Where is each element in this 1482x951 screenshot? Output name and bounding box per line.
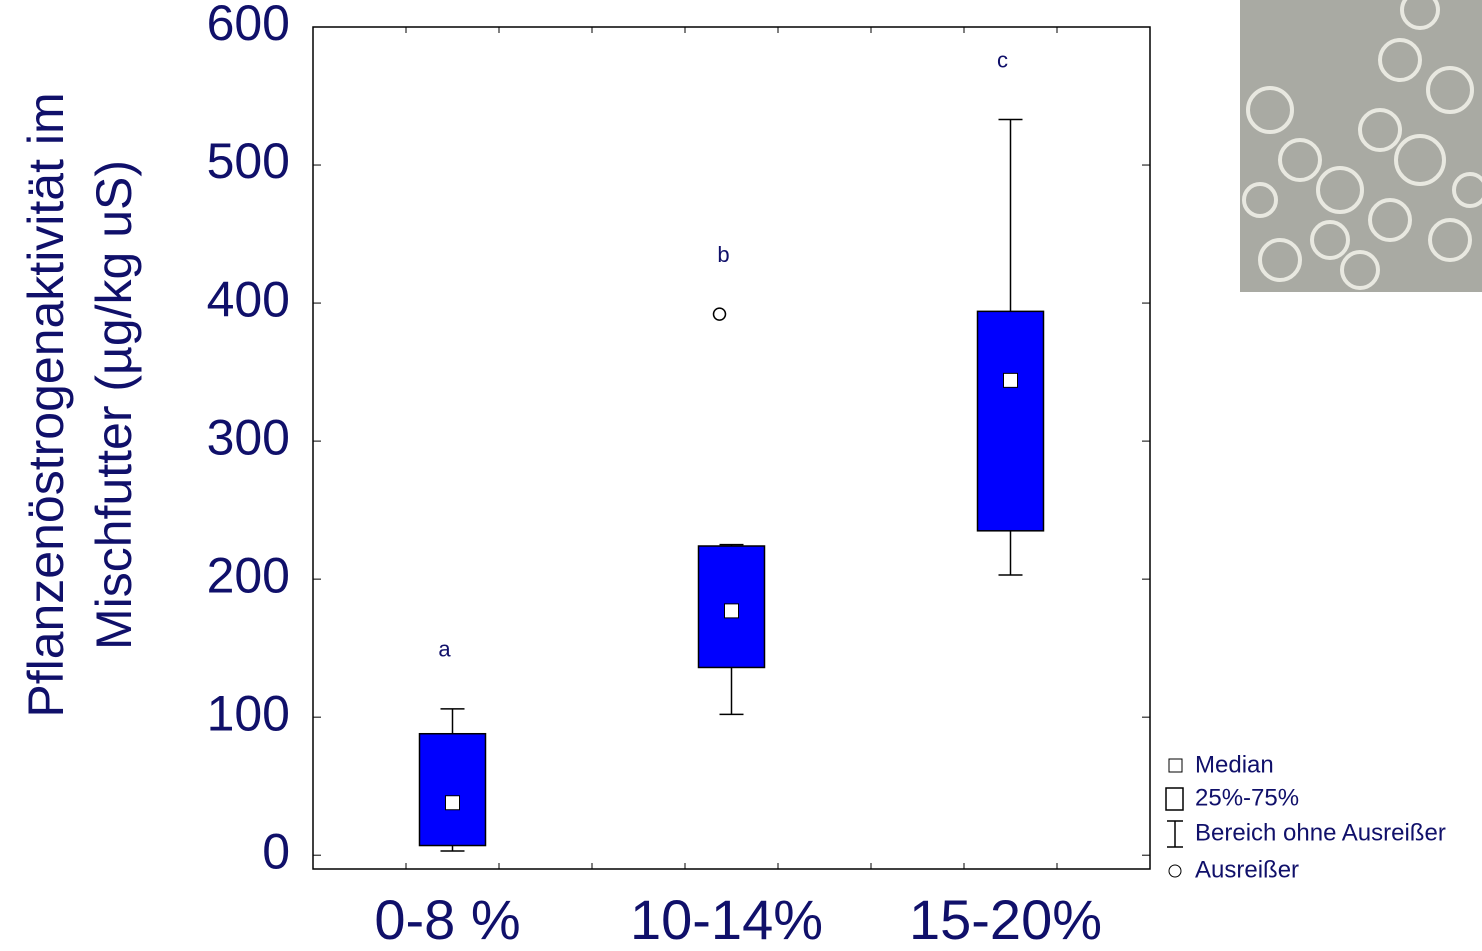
y-tick-label: 500 — [207, 133, 290, 189]
legend-symbol — [1168, 864, 1182, 878]
legend-symbol — [1167, 820, 1183, 848]
legend-label: Bereich ohne Ausreißer — [1195, 819, 1446, 846]
median — [445, 795, 460, 811]
median — [724, 603, 739, 619]
x-tick-label: 10-14% — [630, 888, 823, 951]
y-tick-label: 600 — [207, 0, 290, 51]
group-letter: a — [438, 637, 451, 662]
y-tick-label: 300 — [207, 409, 290, 465]
y-tick-label: 400 — [207, 271, 290, 327]
y-tick-label: 0 — [262, 823, 290, 879]
y-axis-label: Pflanzenöstrogenaktivität im — [18, 92, 74, 717]
x-tick-label: 15-20% — [909, 888, 1102, 951]
legend-label: 25%-75% — [1195, 784, 1299, 811]
legend-label: Ausreißer — [1195, 856, 1299, 883]
legend-symbol — [1168, 758, 1183, 773]
legend-label: Median — [1195, 751, 1274, 778]
median — [1003, 372, 1018, 388]
legend-symbol — [1165, 787, 1184, 811]
box — [976, 310, 1045, 532]
group-letter: c — [997, 47, 1008, 72]
box — [418, 732, 487, 847]
y-axis-label: Mischfutter (µg/kg uS) — [86, 160, 142, 650]
plot-frame — [312, 26, 1151, 870]
group-letter: b — [717, 242, 729, 267]
x-tick-label: 0-8 % — [374, 888, 520, 951]
y-tick-label: 200 — [207, 547, 290, 603]
y-tick-label: 100 — [207, 685, 290, 741]
outlier — [712, 307, 727, 321]
cell-photo — [1240, 0, 1482, 292]
